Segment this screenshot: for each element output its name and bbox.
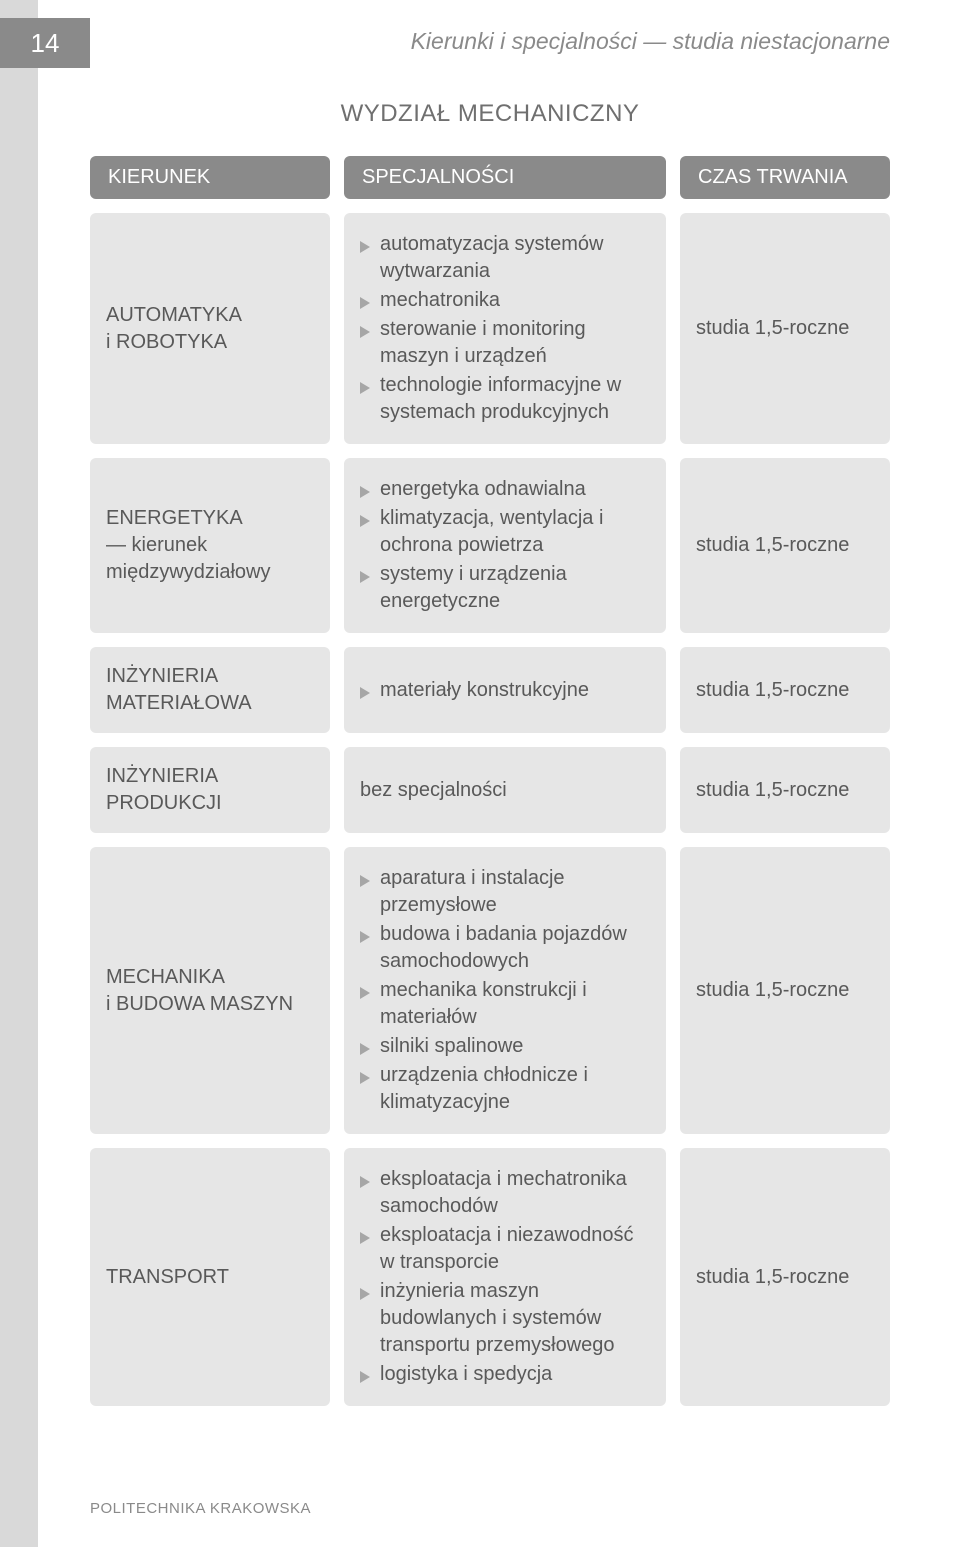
table-row: ENERGETYKA — kierunek międzywydziałowyen… [90,458,890,633]
spec-list: automatyzacja systemów wytwarzaniamechat… [360,229,650,428]
section-title: WYDZIAŁ MECHANICZNY [90,100,890,128]
specjalnosci-cell: automatyzacja systemów wytwarzaniamechat… [344,213,666,444]
spec-list-item: aparatura i instalacje przemysłowe [360,865,650,919]
spec-list-item: budowa i badania pojazdów samochodowych [360,921,650,975]
column-header-czas: CZAS TRWANIA [680,156,890,199]
specjalnosci-cell: bez specjalności [344,747,666,833]
czas-cell: studia 1,5-roczne [680,458,890,633]
spec-list: eksploatacja i mechatronika samochodówek… [360,1164,650,1390]
spec-list-item: silniki spalinowe [360,1033,650,1060]
side-tab-strip [0,0,38,1547]
kierunek-cell: AUTOMATYKA i ROBOTYKA [90,213,330,444]
table-row: INŻYNIERIA PRODUKCJIbez specjalnościstud… [90,747,890,833]
page-number: 14 [0,18,90,68]
czas-cell: studia 1,5-roczne [680,747,890,833]
footer-text: POLITECHNIKA KRAKOWSKA [90,1500,311,1517]
spec-list-item: mechanika konstrukcji i materiałów [360,977,650,1031]
table-row: TRANSPORTeksploatacja i mechatronika sam… [90,1148,890,1406]
page: 14 Kierunki i specjalności — studia nies… [0,0,960,1547]
table-row: AUTOMATYKA i ROBOTYKAautomatyzacja syste… [90,213,890,444]
spec-list-item: materiały konstrukcyjne [360,677,650,704]
column-header-kierunek: KIERUNEK [90,156,330,199]
spec-list-item: mechatronika [360,287,650,314]
spec-list-item: inżynieria maszyn budowlanych i systemów… [360,1278,650,1359]
spec-list-item: logistyka i spedycja [360,1361,650,1388]
spec-list-item: urządzenia chłodnicze i klimatyzacyjne [360,1062,650,1116]
kierunek-cell: INŻYNIERIA MATERIAŁOWA [90,647,330,733]
spec-list-item: systemy i urządzenia energetyczne [360,561,650,615]
spec-list: materiały konstrukcyjne [360,675,650,706]
kierunek-cell: ENERGETYKA — kierunek międzywydziałowy [90,458,330,633]
specjalnosci-cell: energetyka odnawialnaklimatyzacja, wenty… [344,458,666,633]
program-table: KIERUNEK SPECJALNOŚCI CZAS TRWANIA AUTOM… [90,156,890,1406]
specjalnosci-cell: eksploatacja i mechatronika samochodówek… [344,1148,666,1406]
spec-list-item: sterowanie i monitoring maszyn i urządze… [360,316,650,370]
spec-list-item: eksploatacja i mechatronika samochodów [360,1166,650,1220]
kierunek-cell: INŻYNIERIA PRODUKCJI [90,747,330,833]
spec-list: energetyka odnawialnaklimatyzacja, wenty… [360,474,650,617]
czas-cell: studia 1,5-roczne [680,647,890,733]
czas-cell: studia 1,5-roczne [680,847,890,1134]
spec-list-item: technologie informacyjne w systemach pro… [360,372,650,426]
table-row: MECHANIKA i BUDOWA MASZYNaparatura i ins… [90,847,890,1134]
content-area: WYDZIAŁ MECHANICZNY KIERUNEK SPECJALNOŚC… [0,0,960,1406]
table-row: INŻYNIERIA MATERIAŁOWA materiały konstruk… [90,647,890,733]
spec-list-item: energetyka odnawialna [360,476,650,503]
header-title: Kierunki i specjalności — studia niestac… [411,28,890,55]
czas-cell: studia 1,5-roczne [680,213,890,444]
spec-list-item: eksploatacja i niezawodność w transporci… [360,1222,650,1276]
table-header-row: KIERUNEK SPECJALNOŚCI CZAS TRWANIA [90,156,890,199]
kierunek-cell: MECHANIKA i BUDOWA MASZYN [90,847,330,1134]
czas-cell: studia 1,5-roczne [680,1148,890,1406]
table-body: AUTOMATYKA i ROBOTYKAautomatyzacja syste… [90,213,890,1406]
spec-list-item: klimatyzacja, wentylacja i ochrona powie… [360,505,650,559]
kierunek-cell: TRANSPORT [90,1148,330,1406]
spec-list: aparatura i instalacje przemysłowebudowa… [360,863,650,1118]
spec-list-item: automatyzacja systemów wytwarzania [360,231,650,285]
column-header-specjalnosci: SPECJALNOŚCI [344,156,666,199]
specjalnosci-cell: aparatura i instalacje przemysłowebudowa… [344,847,666,1134]
specjalnosci-cell: materiały konstrukcyjne [344,647,666,733]
